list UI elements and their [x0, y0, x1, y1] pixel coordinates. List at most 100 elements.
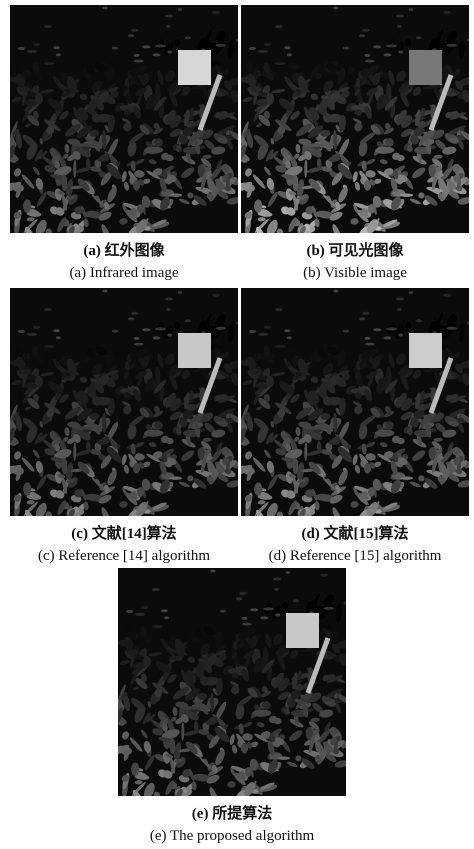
texture: [287, 336, 292, 339]
texture: [102, 7, 107, 10]
texture: [333, 290, 338, 293]
texture: [365, 54, 371, 57]
panel: (c) 文献[14]算法 (c) Reference [14] algorith…: [10, 288, 238, 565]
texture: [275, 25, 283, 28]
caption-en: (e) The proposed algorithm: [118, 828, 346, 845]
texture: [293, 599, 299, 602]
texture: [434, 438, 443, 442]
texture: [333, 413, 338, 433]
texture: [131, 29, 138, 32]
texture: [256, 721, 265, 728]
texture: [386, 327, 397, 330]
texture: [105, 186, 118, 204]
texture: [410, 165, 427, 180]
texture: [210, 570, 215, 573]
texture: [242, 623, 252, 626]
texture: [53, 46, 59, 49]
texture: [458, 40, 466, 60]
texture: [284, 46, 290, 49]
texture: [45, 511, 52, 516]
texture: [400, 194, 413, 197]
texture: [134, 343, 144, 346]
texture: [178, 50, 211, 85]
texture: [373, 328, 381, 331]
texture: [102, 413, 107, 433]
texture: [287, 53, 292, 56]
caption-en: (c) Reference [14] algorithm: [10, 548, 238, 565]
texture: [276, 228, 283, 233]
texture: [304, 442, 307, 460]
texture: [454, 351, 461, 359]
texture: [102, 290, 107, 293]
texture: [258, 500, 266, 505]
figure-page: (a) 红外图像 (a) Infrared image (b) 可见光图像 (b…: [0, 0, 474, 849]
texture: [122, 404, 133, 415]
texture: [458, 323, 466, 343]
texture: [153, 137, 164, 148]
texture: [454, 68, 461, 76]
texture: [397, 25, 401, 28]
texture: [383, 53, 391, 56]
texture: [167, 51, 172, 54]
texture: [331, 506, 344, 516]
texture: [142, 45, 150, 48]
texture: [310, 376, 319, 384]
texture: [447, 327, 457, 330]
texture: [227, 323, 235, 343]
panel: (b) 可见光图像 (b) Visible image: [241, 5, 469, 282]
texture: [64, 427, 70, 437]
texture: [379, 441, 388, 448]
texture: [358, 131, 376, 146]
texture: [163, 352, 177, 367]
texture: [277, 757, 290, 760]
texture: [123, 464, 130, 474]
texture: [27, 50, 37, 53]
texture: [203, 155, 212, 159]
texture: [365, 343, 375, 346]
panel-image: [241, 288, 469, 516]
texture: [140, 729, 149, 739]
texture: [287, 63, 300, 70]
texture: [134, 337, 140, 340]
texture: [79, 376, 88, 384]
texture: [172, 707, 178, 717]
texture: [386, 44, 397, 47]
texture: [249, 47, 256, 50]
texture: [64, 144, 70, 154]
texture: [258, 50, 268, 53]
texture: [443, 294, 451, 297]
texture: [328, 210, 343, 222]
texture: [229, 734, 236, 746]
texture: [40, 371, 55, 377]
texture: [295, 144, 301, 154]
texture: [271, 632, 285, 647]
texture: [18, 47, 25, 50]
texture: [405, 322, 411, 329]
texture: [83, 501, 89, 511]
texture: [304, 159, 307, 177]
texture: [128, 317, 134, 320]
texture: [97, 210, 112, 222]
texture: [276, 511, 283, 516]
texture: [121, 454, 128, 466]
texture: [263, 607, 274, 610]
texture: [83, 218, 89, 228]
texture: [417, 474, 425, 482]
texture: [236, 597, 242, 600]
texture: [362, 312, 369, 315]
texture: [191, 781, 197, 791]
caption-en: (b) Visible image: [241, 265, 469, 282]
texture: [13, 450, 22, 460]
texture: [56, 336, 61, 339]
texture: [178, 291, 182, 294]
texture: [362, 29, 369, 32]
texture: [324, 607, 334, 610]
texture: [258, 333, 268, 336]
texture: [32, 449, 41, 459]
texture: [134, 170, 145, 178]
texture: [164, 626, 177, 633]
texture: [396, 15, 404, 18]
texture: [186, 474, 194, 482]
texture: [467, 322, 470, 325]
texture: [133, 686, 140, 691]
